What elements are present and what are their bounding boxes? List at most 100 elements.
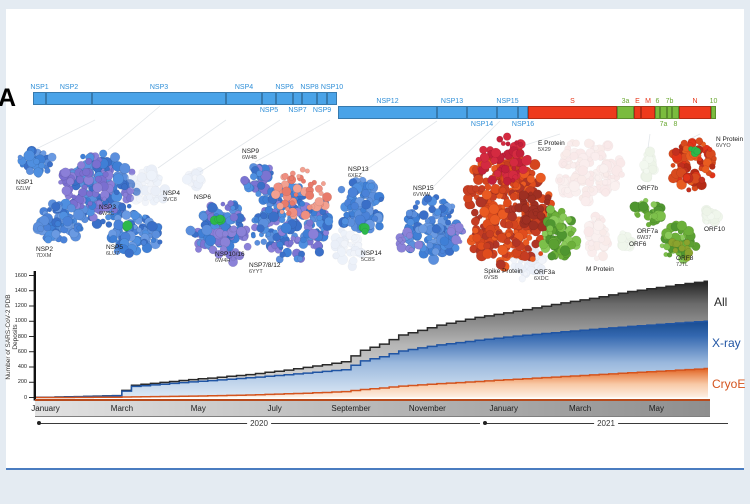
- y-tick-label: 1600: [14, 272, 27, 279]
- genome-segment-nsp14: [467, 106, 497, 119]
- genome-segment-n: [679, 106, 711, 119]
- genome-map: NSP1 NSP2 NSP3 NSP4 NSP5 NSP6 NSP7 NSP8 NSP9 NSP1…: [0, 0, 750, 140]
- genome-segment-nsp1: [33, 92, 46, 105]
- y-tick-label: 0: [23, 394, 27, 401]
- genome-segment-nsp8: [302, 92, 317, 105]
- protein-label-nsp3: NSP3 6W9C: [99, 204, 116, 217]
- protein-structure-nsp7812: [250, 166, 334, 264]
- protein-structure-orf3a: [538, 204, 582, 261]
- line-cryoe: [36, 367, 708, 399]
- y-tick-label: 1400: [14, 287, 27, 294]
- genome-label-n: N: [692, 98, 698, 105]
- month-label-may-8: May: [648, 404, 665, 413]
- protein-structure-nprotein: [668, 137, 717, 193]
- protein-label-nsp2: NSP2 7DXM: [36, 246, 53, 259]
- y-tick-label: 600: [17, 348, 27, 355]
- protein-structure-orf7a: [629, 197, 666, 228]
- y-tick-label: 1000: [14, 318, 27, 325]
- protein-structure-orf10: [701, 204, 724, 227]
- protein-label-orf6: ORF6: [629, 241, 647, 248]
- genome-label-nsp13: NSP13: [440, 98, 464, 105]
- genome-label-nsp5: NSP5: [259, 107, 279, 114]
- month-label-january-6: January: [489, 404, 518, 413]
- protein-label-nsp4: NSP4 3VC8: [163, 190, 180, 203]
- genome-label-6: 6: [655, 98, 660, 105]
- month-label-january-0: January: [31, 404, 60, 413]
- protein-label-orf3a: ORF3a 6XDC: [534, 269, 555, 282]
- month-label-may-2: May: [190, 404, 206, 413]
- y-tick-label: 1200: [14, 303, 27, 309]
- protein-structure-nsp15: [395, 194, 467, 265]
- series-label-all: All: [714, 295, 728, 309]
- genome-segment-7a: [660, 106, 667, 119]
- month-label-november-5: November: [408, 404, 446, 413]
- year-bracket-2021: 2021: [0, 419, 750, 428]
- genome-segment-8: [672, 106, 679, 119]
- protein-label-nsp9: NSP9 6W4B: [242, 148, 259, 161]
- genome-segment-10: [711, 106, 716, 119]
- protein-label-nsp1: NSP1 6ZLW: [16, 179, 33, 192]
- genome-segment-nsp4: [226, 92, 262, 105]
- protein-structure-nsp6: [181, 167, 206, 192]
- genome-segment-nsp3: [92, 92, 226, 105]
- chart-month-axis: January March May July September November Janu…: [31, 399, 710, 417]
- protein-structure-nsp9: [240, 163, 274, 197]
- protein-label-nsp5: NSP5 6LU7: [106, 244, 123, 257]
- genome-label-nsp15: NSP15: [496, 98, 519, 105]
- genome-segment-nsp13: [437, 106, 467, 119]
- genome-label-nsp16: NSP16: [511, 121, 535, 128]
- line-all: [36, 279, 708, 399]
- genome-segment-nsp16: [518, 106, 528, 119]
- protein-structure-nsp1016: [185, 200, 252, 267]
- y-axis-line: [33, 271, 36, 401]
- y-tick-label: 800: [17, 333, 27, 340]
- protein-structure-orf8: [659, 220, 701, 264]
- protein-label-mprotein: M Protein: [586, 266, 614, 273]
- genome-label-7b: 7b: [665, 98, 674, 105]
- genome-segment-7b: [667, 106, 672, 119]
- month-label-march-7: March: [568, 404, 592, 413]
- protein-label-nsp14: NSP14 5C8S: [361, 250, 382, 263]
- protein-label-nsp15: NSP15 6VWW: [413, 185, 434, 198]
- protein-label-orf10: ORF10: [704, 226, 725, 233]
- protein-structure-nsp2: [32, 198, 86, 244]
- y-tick-label: 200: [17, 379, 27, 386]
- genome-label-s: S: [570, 98, 575, 105]
- genome-label-nsp7: NSP7: [288, 107, 307, 114]
- genome-segment-nsp9: [317, 92, 327, 105]
- genome-segment-nsp12: [338, 106, 437, 119]
- genome-segment-3a: [617, 106, 634, 119]
- protein-label-nsp7812: NSP7/8/12 6YYT: [249, 262, 281, 275]
- genome-label-nsp1: NSP1: [30, 84, 49, 91]
- genome-label-nsp9: NSP9: [312, 107, 332, 114]
- protein-structure-nsp3: [58, 149, 141, 229]
- genome-segment-nsp15: [497, 106, 518, 119]
- area-cryoe: [36, 367, 708, 398]
- protein-structure-orf6: [617, 230, 637, 252]
- genome-segment-nsp7: [293, 92, 302, 105]
- genome-label-nsp8: NSP8: [300, 84, 319, 91]
- protein-structure-mprotein: [583, 211, 613, 262]
- protein-structure-spikeprotein: [462, 132, 556, 272]
- series-label-x-ray: X-ray: [712, 336, 741, 350]
- genome-segment-6: [655, 106, 660, 119]
- genome-segment-nsp5: [262, 92, 276, 105]
- protein-label-orf7b: ORF7b: [637, 185, 658, 192]
- genome-segment-s: [528, 106, 617, 119]
- genome-segment-nsp2: [46, 92, 92, 105]
- month-label-july-3: July: [267, 404, 282, 413]
- month-label-march-1: March: [110, 404, 134, 413]
- year-bracket-2020: 2020: [0, 419, 750, 428]
- genome-label-nsp12: NSP12: [376, 98, 399, 105]
- genome-label-m: M: [645, 98, 651, 105]
- genome-label-e: E: [635, 98, 640, 105]
- line-x-ray: [36, 319, 708, 399]
- genome-label-nsp2: NSP2: [59, 84, 79, 91]
- year-label-2020: 2020: [247, 419, 271, 428]
- protein-structure-nsp14: [330, 226, 367, 272]
- protein-structure-orf7b: [639, 146, 659, 183]
- genome-label-nsp14: NSP14: [470, 121, 494, 128]
- genome-label-7a: 7a: [659, 121, 668, 128]
